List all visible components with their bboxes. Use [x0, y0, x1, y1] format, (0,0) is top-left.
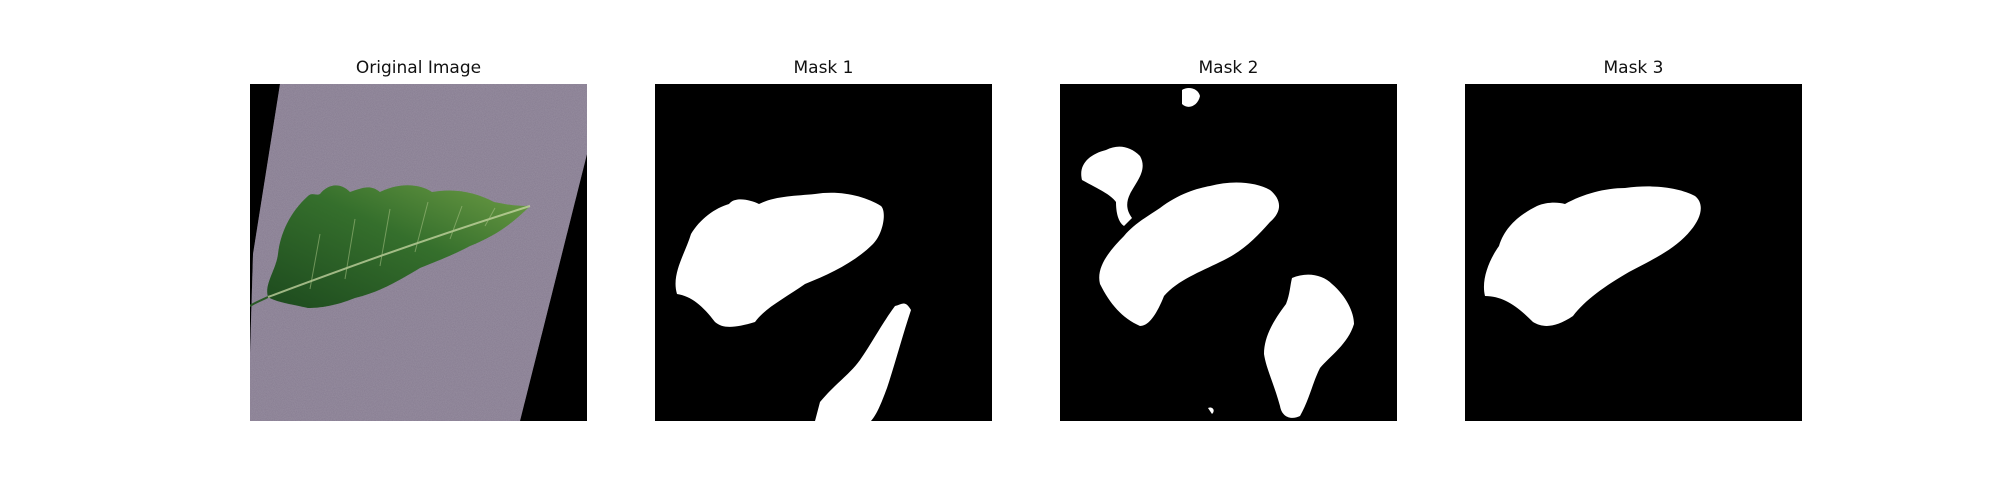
mask-1-graphic	[655, 84, 992, 421]
mask-1-image	[655, 84, 992, 421]
panel-title-mask-2: Mask 2	[1060, 58, 1397, 78]
panel-original-image: Original Image	[250, 0, 587, 500]
panel-mask-2: Mask 2	[1060, 0, 1397, 500]
panel-title-original-image: Original Image	[250, 58, 587, 78]
mask-2-graphic	[1060, 84, 1397, 421]
original-image-graphic	[250, 84, 587, 421]
panel-mask-3: Mask 3	[1465, 0, 1802, 500]
panel-mask-1: Mask 1	[655, 0, 992, 500]
mask-3-graphic	[1465, 84, 1802, 421]
original-image	[250, 84, 587, 421]
mask-2-image	[1060, 84, 1397, 421]
panel-title-mask-3: Mask 3	[1465, 58, 1802, 78]
mask-3-image	[1465, 84, 1802, 421]
panel-title-mask-1: Mask 1	[655, 58, 992, 78]
